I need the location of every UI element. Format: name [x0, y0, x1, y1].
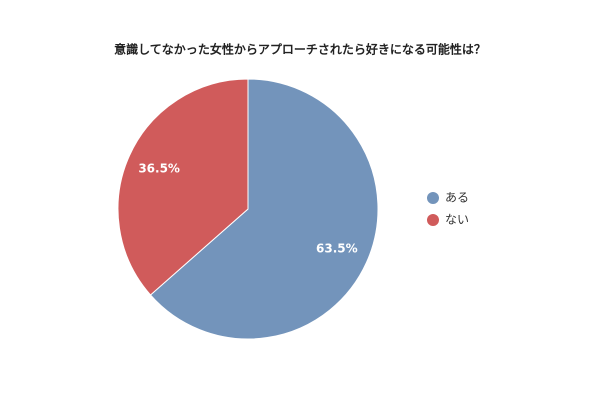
pie-slice — [149, 78, 379, 340]
legend-label: ある — [445, 191, 469, 205]
data-label: 63.5% — [316, 242, 358, 256]
legend-label: ない — [445, 213, 469, 227]
legend-marker — [427, 214, 439, 226]
legend-marker — [427, 192, 439, 204]
data-label: 36.5% — [138, 161, 180, 175]
pie-slice — [117, 78, 249, 296]
chart-title: 意識してなかった女性からアプローチされたら好きになる可能性は？ — [114, 42, 486, 57]
